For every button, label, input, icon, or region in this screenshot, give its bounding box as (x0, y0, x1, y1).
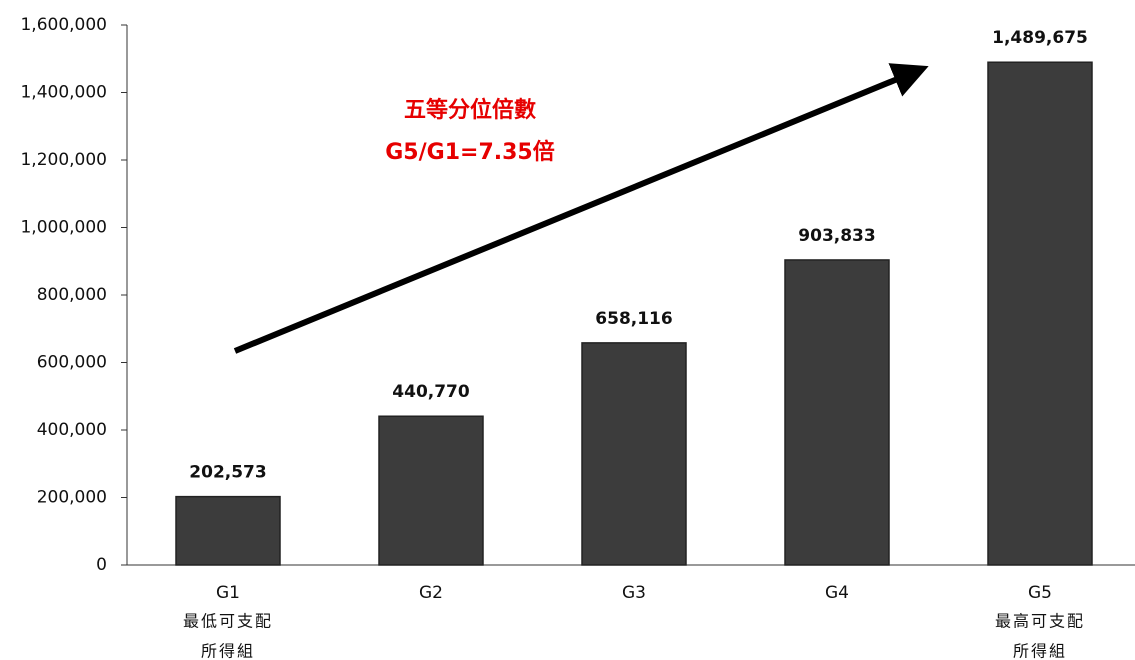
value-label: 903,833 (798, 226, 875, 246)
bar (378, 415, 484, 566)
bar (581, 342, 687, 566)
category-note: 最高可支配 (995, 612, 1085, 631)
y-tick-label: 800,000 (37, 285, 107, 305)
y-tick-label: 1,200,000 (20, 150, 107, 170)
x-tick-label: G3 (622, 583, 646, 603)
trend-arrow (233, 63, 929, 354)
y-tick-label: 1,400,000 (20, 83, 107, 103)
y-tick-label: 1,600,000 (20, 15, 107, 35)
y-tick-label: 600,000 (37, 353, 107, 373)
value-label: 658,116 (595, 309, 672, 329)
category-note: 所得組 (201, 642, 255, 660)
y-tick-label: 1,000,000 (20, 218, 107, 238)
annotation: G5/G1=7.35倍 (385, 139, 554, 165)
x-tick-label: G1 (216, 583, 240, 603)
bar (784, 259, 890, 566)
x-tick-label: G2 (419, 583, 443, 603)
y-tick-label: 400,000 (37, 420, 107, 440)
y-tick-label: 0 (96, 555, 107, 575)
category-note: 所得組 (1013, 642, 1067, 660)
bar (175, 495, 281, 566)
x-tick-label: G4 (825, 583, 849, 603)
value-label: 202,573 (189, 463, 266, 483)
y-tick-label: 200,000 (37, 488, 107, 508)
x-tick-label: G5 (1028, 583, 1052, 603)
bar (987, 61, 1093, 566)
value-label: 440,770 (392, 382, 470, 402)
value-label: 1,489,675 (992, 28, 1088, 48)
category-note: 最低可支配 (183, 612, 273, 631)
annotation: 五等分位倍數 (404, 97, 536, 123)
